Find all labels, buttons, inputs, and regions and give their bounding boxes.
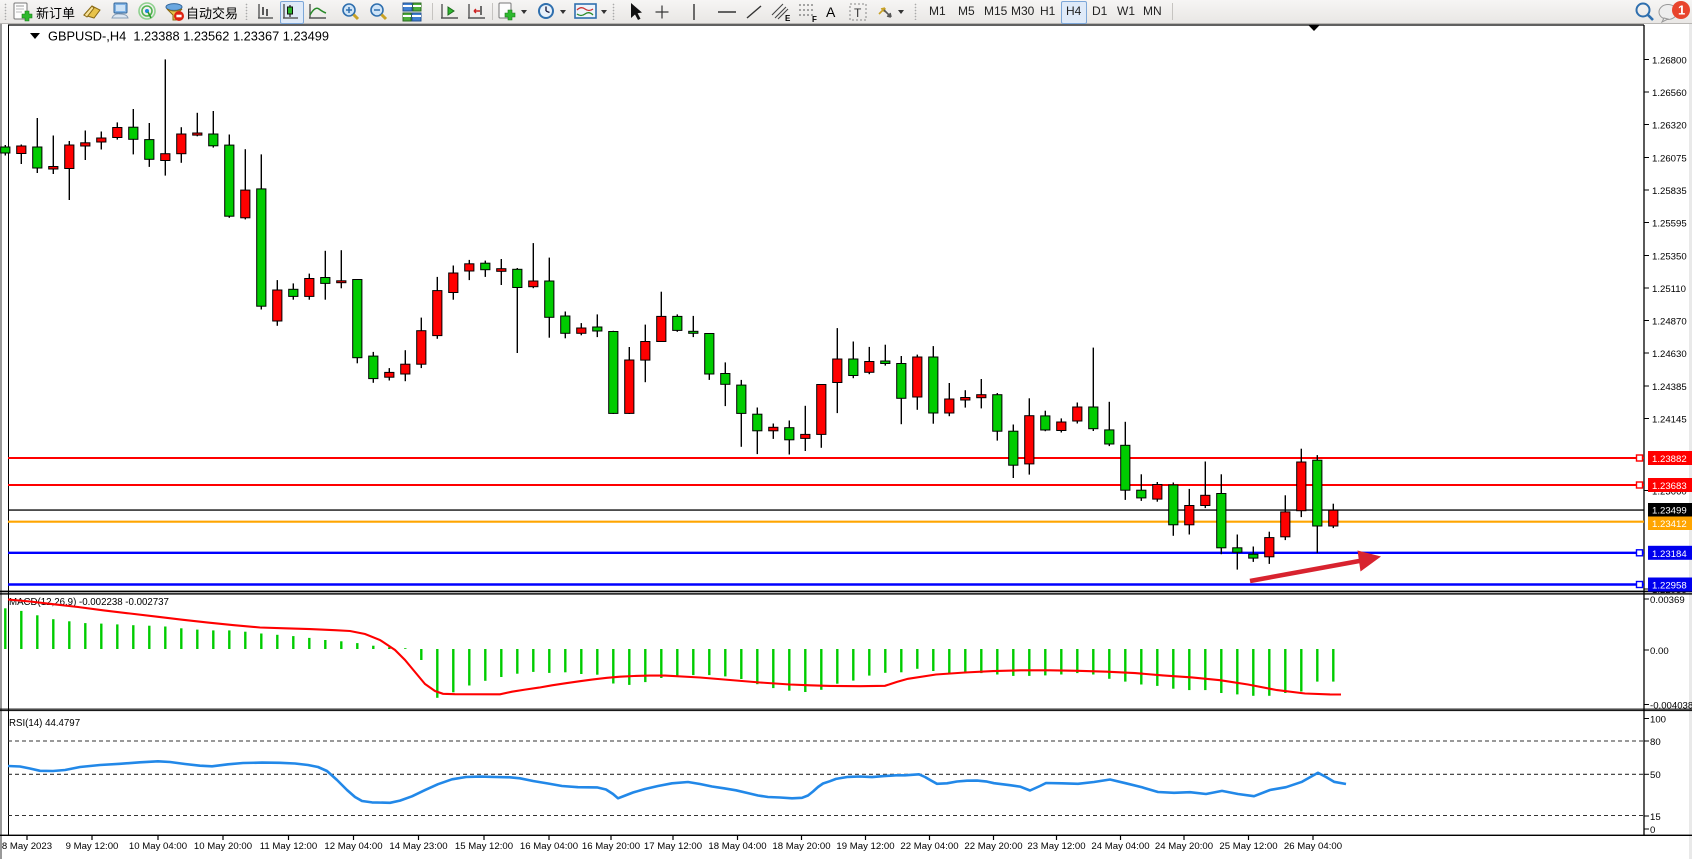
- svg-text:1.23499: 1.23499: [1652, 506, 1687, 517]
- svg-text:1.22958: 1.22958: [1652, 581, 1687, 592]
- svg-text:24 May 04:00: 24 May 04:00: [1091, 841, 1149, 852]
- svg-text:1.24630: 1.24630: [1652, 349, 1687, 360]
- svg-text:10 May 04:00: 10 May 04:00: [129, 841, 187, 852]
- svg-text:1.24145: 1.24145: [1652, 414, 1687, 425]
- svg-text:E: E: [785, 14, 791, 23]
- svg-text:24 May 20:00: 24 May 20:00: [1155, 841, 1213, 852]
- svg-text:GBPUSD-,H4 1.23388 1.23562 1.: GBPUSD-,H4 1.23388 1.23562 1.23367 1.234…: [48, 29, 329, 44]
- svg-text:23 May 12:00: 23 May 12:00: [1027, 841, 1085, 852]
- svg-text:1.26320: 1.26320: [1652, 120, 1687, 131]
- svg-text:0.00: 0.00: [1650, 646, 1669, 657]
- svg-text:1.23683: 1.23683: [1652, 481, 1687, 492]
- svg-text:22 May 20:00: 22 May 20:00: [964, 841, 1022, 852]
- svg-text:14 May 23:00: 14 May 23:00: [389, 841, 447, 852]
- svg-text:15 May 12:00: 15 May 12:00: [455, 841, 513, 852]
- svg-text:1.25835: 1.25835: [1652, 186, 1687, 197]
- svg-text:1.24385: 1.24385: [1652, 382, 1687, 393]
- svg-text:1.25350: 1.25350: [1652, 251, 1687, 262]
- svg-text:100: 100: [1650, 714, 1666, 725]
- svg-text:1.25110: 1.25110: [1652, 284, 1686, 295]
- svg-text:12 May 04:00: 12 May 04:00: [324, 841, 382, 852]
- svg-text:11 May 12:00: 11 May 12:00: [260, 841, 317, 852]
- svg-text:MACD(12,26,9) -0.002238 -0.002: MACD(12,26,9) -0.002238 -0.002737: [9, 597, 169, 608]
- svg-text:1.24870: 1.24870: [1652, 316, 1687, 327]
- svg-text:26 May 04:00: 26 May 04:00: [1284, 841, 1342, 852]
- svg-text:8 May 2023: 8 May 2023: [2, 841, 52, 852]
- svg-text:18 May 20:00: 18 May 20:00: [772, 841, 830, 852]
- svg-text:80: 80: [1650, 737, 1661, 748]
- svg-text:18 May 04:00: 18 May 04:00: [708, 841, 766, 852]
- svg-text:1.26560: 1.26560: [1652, 88, 1687, 99]
- svg-text:RSI(14) 44.4797: RSI(14) 44.4797: [9, 718, 80, 729]
- svg-text:1.26800: 1.26800: [1652, 55, 1687, 66]
- svg-text:9 May 12:00: 9 May 12:00: [66, 841, 119, 852]
- svg-text:1.23412: 1.23412: [1652, 519, 1687, 530]
- svg-text:22 May 04:00: 22 May 04:00: [900, 841, 958, 852]
- svg-text:1.25595: 1.25595: [1652, 218, 1687, 229]
- svg-text:1.23184: 1.23184: [1652, 549, 1687, 560]
- svg-text:T: T: [854, 6, 862, 20]
- svg-text:17 May 12:00: 17 May 12:00: [644, 841, 702, 852]
- svg-text:25 May 12:00: 25 May 12:00: [1219, 841, 1277, 852]
- svg-text:F: F: [812, 15, 817, 23]
- svg-text:50: 50: [1650, 770, 1661, 781]
- svg-text:0: 0: [1650, 825, 1655, 836]
- svg-text:16 May 04:00: 16 May 04:00: [520, 841, 578, 852]
- svg-text:19 May 12:00: 19 May 12:00: [836, 841, 894, 852]
- svg-text:-0.004038: -0.004038: [1650, 700, 1692, 711]
- svg-text:1.23882: 1.23882: [1652, 454, 1687, 465]
- svg-text:1: 1: [1678, 3, 1685, 18]
- svg-text:16 May 20:00: 16 May 20:00: [582, 841, 640, 852]
- svg-text:0.00369: 0.00369: [1650, 595, 1685, 606]
- svg-text:1.26075: 1.26075: [1652, 153, 1687, 164]
- svg-text:10 May 20:00: 10 May 20:00: [194, 841, 252, 852]
- svg-text:15: 15: [1650, 812, 1661, 823]
